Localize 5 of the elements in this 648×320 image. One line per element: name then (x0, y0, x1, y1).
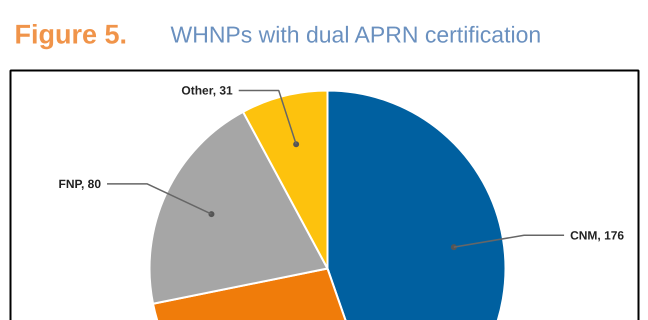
slice-label: Other, 31 (181, 84, 234, 98)
slice-label: FNP, 80 (58, 176, 102, 191)
slice-label: CNM, 176 (570, 228, 624, 242)
chart-title: Figure 5. (14, 20, 128, 50)
chart-subtitle: WHNPs with dual APRN certification (170, 22, 542, 48)
